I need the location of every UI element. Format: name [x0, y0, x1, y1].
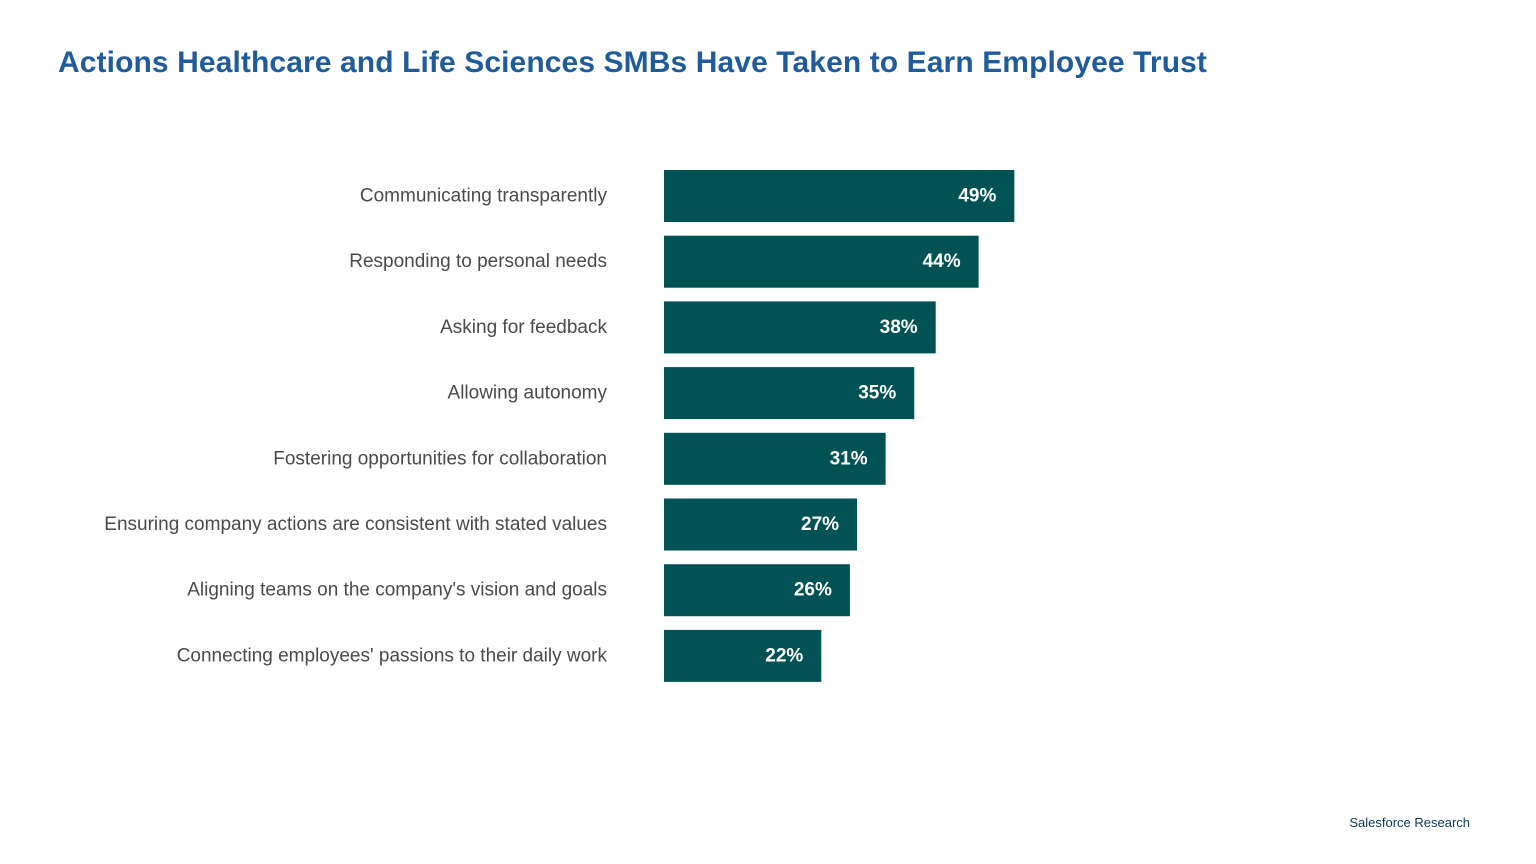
category-label-5: Fostering opportunities for collaboratio… — [273, 448, 607, 469]
value-label-8: 22% — [765, 645, 803, 666]
value-label-3: 38% — [880, 317, 918, 338]
source-credit: Salesforce Research — [1349, 815, 1470, 830]
category-label-4: Allowing autonomy — [448, 383, 608, 404]
category-label-7: Aligning teams on the company's vision a… — [187, 580, 607, 601]
bar-5 — [664, 432, 886, 485]
category-label-8: Connecting employees' passions to their … — [177, 645, 608, 666]
bar-3 — [664, 301, 936, 354]
value-label-7: 26% — [794, 580, 832, 601]
value-label-1: 49% — [958, 186, 996, 207]
category-label-1: Communicating transparently — [360, 186, 608, 207]
bar-7 — [664, 564, 850, 617]
bar-8 — [664, 629, 822, 682]
category-label-6: Ensuring company actions are consistent … — [104, 514, 607, 535]
bar-4 — [664, 367, 915, 420]
value-label-6: 27% — [801, 514, 839, 535]
bar-6 — [664, 498, 858, 551]
bar-2 — [664, 235, 979, 288]
chart-title: Actions Healthcare and Life Sciences SMB… — [58, 46, 1207, 79]
category-label-2: Responding to personal needs — [349, 251, 607, 272]
value-label-4: 35% — [858, 383, 896, 404]
value-label-2: 44% — [923, 251, 961, 272]
value-label-5: 31% — [830, 448, 868, 469]
category-label-3: Asking for feedback — [440, 317, 607, 338]
bar-1 — [664, 170, 1015, 222]
